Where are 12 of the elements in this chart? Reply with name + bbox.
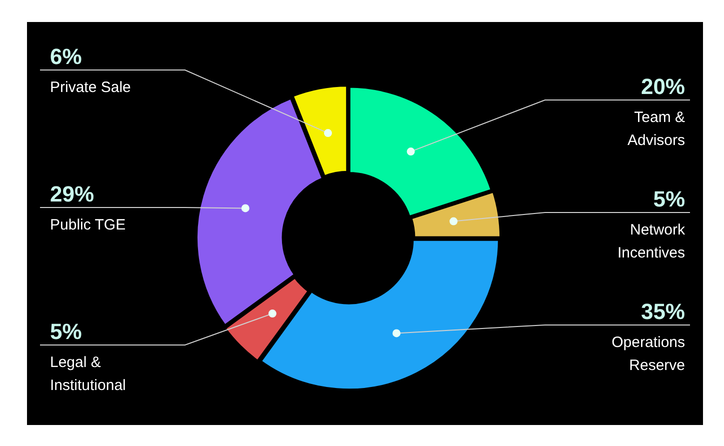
data-label: 6%: [50, 44, 82, 69]
slice-label: Legal & Institutional: [50, 354, 126, 394]
data-label: 5%: [50, 319, 82, 344]
slice-label: Private Sale: [50, 79, 131, 96]
slice-label: Team & Advisors: [627, 109, 685, 149]
data-label: 20%: [640, 74, 685, 99]
slice-label: Operations Reserve: [612, 334, 685, 374]
slice-label: Public TGE: [50, 216, 126, 234]
data-label: 35%: [640, 299, 685, 324]
data-label: 5%: [653, 186, 685, 212]
slice-label: Network Incentives: [617, 222, 686, 262]
data-label: 29%: [50, 182, 94, 206]
